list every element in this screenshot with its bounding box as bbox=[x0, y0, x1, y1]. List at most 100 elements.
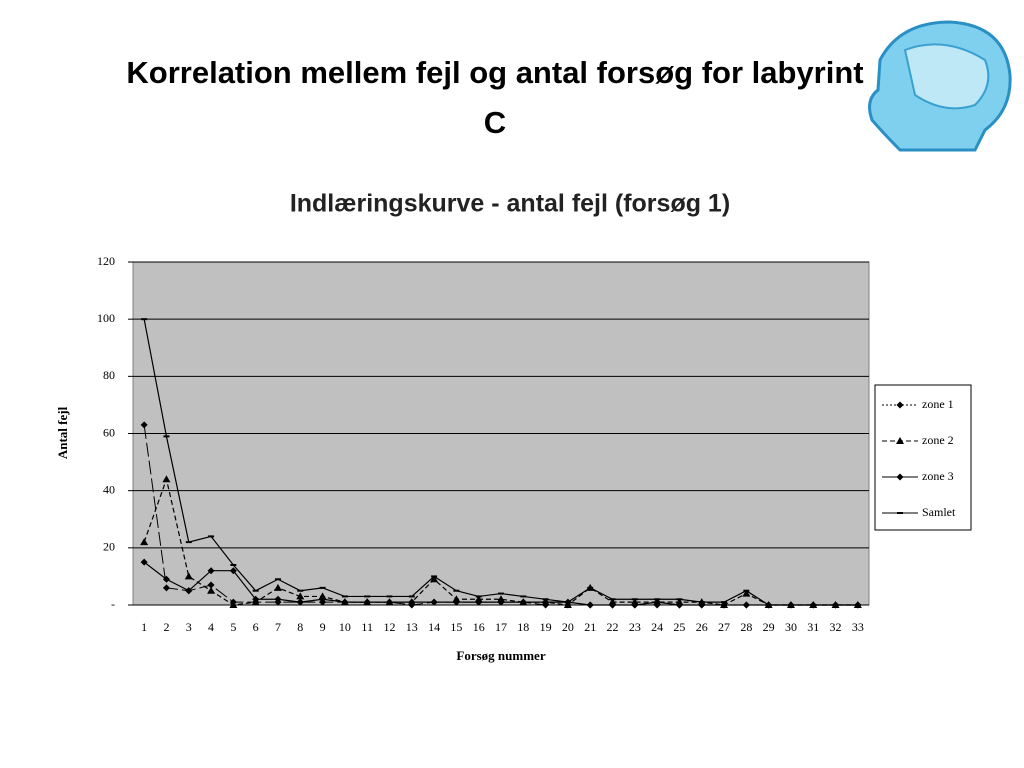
data-point bbox=[274, 595, 282, 603]
x-tick-label: 26 bbox=[696, 620, 708, 634]
x-tick-label: 7 bbox=[275, 620, 281, 634]
data-point bbox=[765, 604, 772, 606]
data-point bbox=[184, 572, 193, 580]
x-tick-label: 4 bbox=[208, 620, 214, 634]
data-point bbox=[631, 598, 638, 601]
data-point bbox=[185, 541, 192, 544]
x-tick-label: 20 bbox=[562, 620, 574, 634]
x-tick-label: 2 bbox=[163, 620, 169, 634]
data-point bbox=[274, 578, 281, 581]
data-point bbox=[252, 589, 259, 592]
data-point bbox=[140, 538, 149, 546]
data-point bbox=[252, 595, 260, 603]
x-tick-label: 33 bbox=[852, 620, 864, 634]
data-point bbox=[587, 586, 594, 589]
x-tick-label: 28 bbox=[740, 620, 752, 634]
data-point bbox=[810, 604, 817, 606]
y-tick-label: 100 bbox=[97, 311, 115, 325]
x-tick-label: 25 bbox=[673, 620, 685, 634]
data-point bbox=[854, 604, 861, 606]
x-tick-label: 16 bbox=[473, 620, 485, 634]
legend-marker bbox=[896, 401, 904, 409]
data-point bbox=[363, 598, 371, 606]
data-point bbox=[430, 598, 438, 606]
x-tick-label: 22 bbox=[607, 620, 619, 634]
data-point bbox=[207, 586, 216, 594]
data-point bbox=[452, 598, 460, 606]
x-tick-label: 8 bbox=[297, 620, 303, 634]
data-point bbox=[163, 435, 170, 438]
data-point bbox=[542, 598, 550, 606]
legend-label: zone 1 bbox=[922, 397, 954, 411]
x-tick-label: 11 bbox=[361, 620, 373, 634]
y-tick-label: 40 bbox=[103, 482, 115, 496]
y-tick-label: - bbox=[111, 597, 115, 611]
x-tick-label: 17 bbox=[495, 620, 507, 634]
data-point bbox=[721, 601, 728, 604]
legend-label: zone 3 bbox=[922, 469, 954, 483]
y-tick-label: 20 bbox=[103, 540, 115, 554]
data-point bbox=[675, 601, 683, 609]
data-point bbox=[229, 567, 237, 575]
data-point bbox=[564, 601, 571, 604]
data-point bbox=[207, 567, 215, 575]
x-tick-label: 5 bbox=[230, 620, 236, 634]
data-point bbox=[162, 575, 170, 583]
x-tick-label: 13 bbox=[406, 620, 418, 634]
data-point bbox=[162, 475, 171, 483]
data-point bbox=[430, 575, 439, 583]
data-point bbox=[230, 563, 237, 566]
data-point bbox=[520, 595, 527, 598]
x-tick-label: 9 bbox=[320, 620, 326, 634]
data-point bbox=[542, 598, 549, 601]
data-point bbox=[653, 598, 661, 606]
data-point bbox=[519, 598, 527, 606]
legend-marker bbox=[896, 437, 904, 444]
y-axis-label: Antal fejl bbox=[55, 406, 70, 459]
data-point bbox=[631, 601, 639, 609]
data-point bbox=[475, 598, 483, 606]
data-point bbox=[386, 595, 393, 598]
x-tick-label: 3 bbox=[186, 620, 192, 634]
data-point bbox=[141, 318, 148, 321]
x-tick-label: 27 bbox=[718, 620, 730, 634]
data-point bbox=[498, 592, 504, 595]
legend-marker bbox=[896, 473, 904, 481]
data-point bbox=[408, 598, 416, 606]
data-point bbox=[742, 601, 750, 609]
x-tick-label: 29 bbox=[763, 620, 775, 634]
data-point bbox=[273, 583, 282, 591]
data-point bbox=[720, 601, 728, 609]
data-point bbox=[341, 598, 349, 606]
x-tick-label: 12 bbox=[383, 620, 395, 634]
x-tick-label: 23 bbox=[629, 620, 641, 634]
legend-label: Samlet bbox=[922, 505, 956, 519]
data-point bbox=[743, 589, 750, 592]
data-point bbox=[475, 595, 482, 598]
data-point bbox=[296, 598, 304, 606]
data-point bbox=[229, 601, 238, 608]
brain-illustration bbox=[868, 20, 1012, 152]
data-point bbox=[742, 589, 751, 597]
x-tick-label: 19 bbox=[540, 620, 552, 634]
data-point bbox=[296, 592, 305, 600]
x-tick-label: 6 bbox=[253, 620, 259, 634]
x-tick-label: 30 bbox=[785, 620, 797, 634]
legend-marker bbox=[897, 512, 903, 514]
data-point bbox=[319, 595, 327, 603]
data-point bbox=[364, 595, 371, 598]
data-point bbox=[319, 586, 326, 589]
x-tick-label: 21 bbox=[584, 620, 596, 634]
data-point bbox=[140, 558, 148, 566]
data-point bbox=[207, 581, 215, 589]
data-point bbox=[385, 598, 393, 606]
data-point bbox=[162, 584, 170, 592]
y-tick-label: 120 bbox=[97, 254, 115, 268]
data-point bbox=[140, 421, 148, 429]
x-tick-label: 31 bbox=[807, 620, 819, 634]
data-point bbox=[832, 604, 839, 606]
data-point bbox=[609, 601, 617, 609]
legend-box bbox=[874, 384, 972, 531]
